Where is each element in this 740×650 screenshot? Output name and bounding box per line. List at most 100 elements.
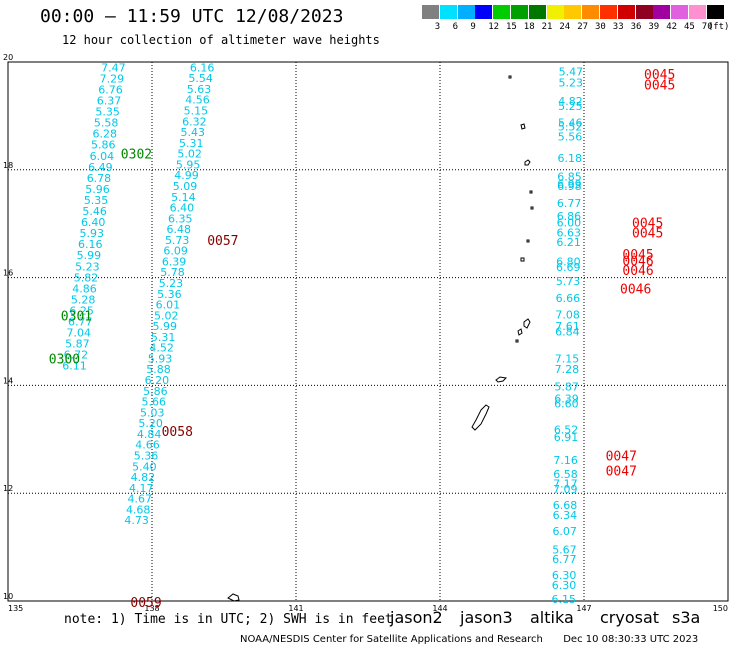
colorbar-swatch — [457, 5, 475, 19]
lat-tick-label: 12 — [3, 484, 13, 493]
swh-value: 5.14 — [171, 191, 196, 204]
pass-number-label: 0046 — [622, 264, 653, 279]
swh-value: 5.36 — [134, 449, 159, 462]
colorbar-label: 21 — [541, 22, 553, 32]
pass-number-label: 0059 — [130, 596, 161, 611]
colorbar-label: 36 — [630, 22, 642, 32]
lon-tick-label: 138 — [144, 604, 159, 613]
pass-number-label: 0302 — [121, 148, 152, 163]
swh-value: 6.99 — [557, 178, 582, 191]
swh-value: 5.43 — [181, 126, 206, 139]
swh-value: 6.34 — [553, 509, 578, 522]
swh-value: 6.32 — [182, 115, 207, 128]
pass-number-label: 0300 — [49, 352, 80, 367]
swh-value: 6.04 — [90, 150, 115, 163]
island-shape — [526, 239, 530, 243]
swh-value: 7.04 — [67, 327, 92, 340]
swh-value: 5.67 — [552, 543, 577, 556]
swh-value: 4.56 — [185, 94, 210, 107]
swh-value: 5.66 — [142, 396, 167, 409]
credit-timestamp: Dec 10 08:30:33 UTC 2023 — [563, 634, 699, 645]
swh-value: 4.52 — [149, 342, 174, 355]
colorbar-swatch — [635, 5, 653, 19]
swh-value: 7.15 — [555, 352, 580, 365]
swh-value: 6.30 — [552, 569, 577, 582]
colorbar-swatch — [546, 5, 564, 19]
swh-value: 5.03 — [140, 406, 165, 419]
swh-value: 6.77 — [68, 316, 93, 329]
swh-value: 6.76 — [98, 83, 123, 96]
swh-value: 6.16 — [190, 61, 215, 74]
colorbar-label: 33 — [612, 22, 624, 32]
swh-value: 4.82 — [131, 471, 156, 484]
swh-value: 5.28 — [71, 293, 96, 306]
colorbar-swatch — [493, 5, 511, 19]
swh-value: 7.28 — [555, 363, 580, 376]
swh-value: 6.52 — [554, 424, 579, 437]
swh-value: 6.37 — [97, 95, 122, 108]
legend-jason2: jason2 — [390, 608, 443, 627]
swh-value: 6.28 — [92, 128, 117, 141]
swh-value: 5.02 — [154, 309, 179, 322]
swh-value: 4.66 — [135, 439, 160, 452]
colorbar-label: 45 — [684, 22, 695, 32]
islands — [227, 75, 534, 602]
swh-value: 6.07 — [552, 525, 577, 538]
map-frame — [7, 61, 729, 602]
colorbar-swatch — [422, 5, 439, 19]
page-title: 00:00 — 11:59 UTC 12/08/2023 — [40, 6, 344, 27]
swh-value: 6.21 — [556, 236, 581, 249]
swh-value: 4.68 — [126, 503, 151, 516]
island-shape — [227, 593, 240, 602]
pass-number-label: 0301 — [61, 309, 92, 324]
swh-value: 6.00 — [557, 217, 582, 230]
colorbar-swatch — [706, 5, 724, 19]
lon-tick-label: 141 — [288, 604, 303, 613]
swh-value: 4.82 — [558, 95, 583, 108]
pass-number-label: 0046 — [620, 282, 651, 297]
swh-value: 5.02 — [177, 148, 202, 161]
swh-value: 7.61 — [555, 320, 580, 333]
swh-value: 5.87 — [554, 380, 579, 393]
colorbar-swatch — [689, 5, 706, 19]
pass-number-label: 0045 — [622, 248, 653, 263]
colorbar-label: 15 — [506, 22, 517, 32]
swh-value: 5.40 — [132, 460, 157, 473]
swh-value: 5.20 — [138, 417, 163, 430]
pass-number-label: 0045 — [632, 226, 663, 241]
island-shape — [529, 190, 533, 194]
swh-value: 6.86 — [557, 210, 582, 223]
swh-value: 5.82 — [74, 271, 99, 284]
swh-value: 5.36 — [157, 288, 182, 301]
colorbar-label: 6 — [452, 22, 459, 32]
swh-value: 4.99 — [174, 169, 199, 182]
swh-value: 6.40 — [170, 202, 195, 215]
swh-value: 6.78 — [87, 172, 112, 185]
island-shape — [495, 376, 508, 383]
swh-value: 6.16 — [78, 238, 103, 251]
lat-tick-label: 18 — [3, 161, 13, 170]
swh-value: 4.73 — [124, 514, 149, 527]
island-shape — [517, 328, 523, 336]
swh-value: 6.58 — [553, 468, 578, 481]
swh-value: 5.35 — [95, 106, 120, 119]
legend-s3a: s3a — [672, 608, 701, 627]
swh-value: 7.08 — [555, 308, 580, 321]
swh-value: 7.29 — [100, 72, 125, 85]
swh-value: 4.86 — [72, 282, 97, 295]
lon-tick-label: 150 — [713, 604, 728, 613]
swh-value: 7.17 — [553, 477, 578, 490]
swh-value: 6.39 — [162, 255, 187, 268]
swh-value: 6.60 — [554, 398, 579, 411]
colorbar-swatch — [600, 5, 617, 19]
pass-number-label: 0045 — [644, 68, 675, 83]
swh-value: 6.39 — [554, 392, 579, 405]
credit-org: NOAA/NESDIS Center for Satellite Applica… — [240, 634, 543, 645]
colorbar-label: 30 — [595, 22, 606, 32]
axis-ticks: 135 138 141 144 147 150 20 18 16 14 12 10 — [3, 53, 728, 613]
lon-tick-label: 135 — [8, 604, 23, 613]
swh-value: 6.18 — [557, 152, 582, 165]
swh-value: 5.46 — [558, 116, 583, 129]
swh-value: 5.31 — [179, 137, 204, 150]
swh-value: 6.15 — [552, 593, 577, 606]
